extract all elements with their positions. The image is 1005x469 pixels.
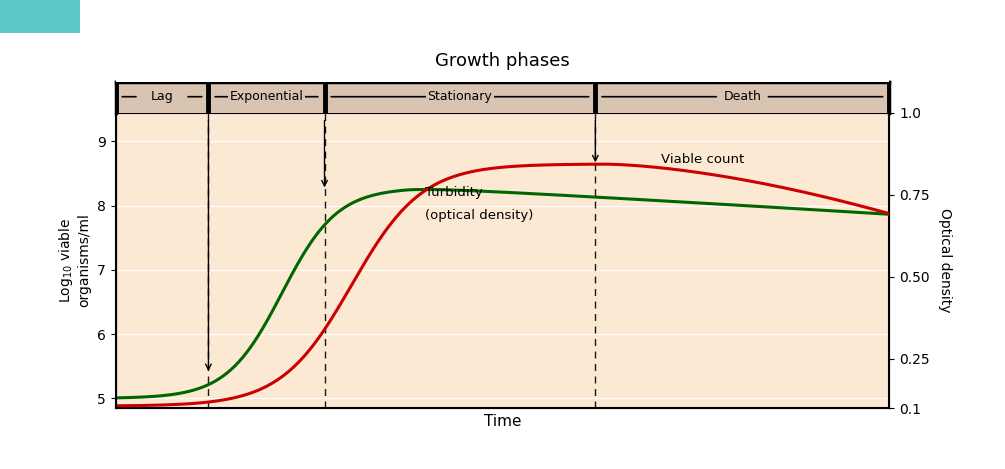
Text: Viable count: Viable count	[661, 153, 745, 166]
Text: Lag: Lag	[151, 90, 174, 103]
X-axis label: Time: Time	[483, 414, 522, 429]
Text: Death: Death	[724, 90, 762, 103]
Text: Stationary: Stationary	[427, 90, 492, 103]
Y-axis label: Optical density: Optical density	[938, 208, 952, 312]
Text: (optical density): (optical density)	[425, 209, 534, 222]
Y-axis label: Log$_{10}$ viable
organisms/ml: Log$_{10}$ viable organisms/ml	[57, 213, 91, 307]
Text: Exponential: Exponential	[229, 90, 304, 103]
Text: Growth phases: Growth phases	[435, 52, 570, 70]
Text: Turbidity: Turbidity	[425, 186, 482, 199]
